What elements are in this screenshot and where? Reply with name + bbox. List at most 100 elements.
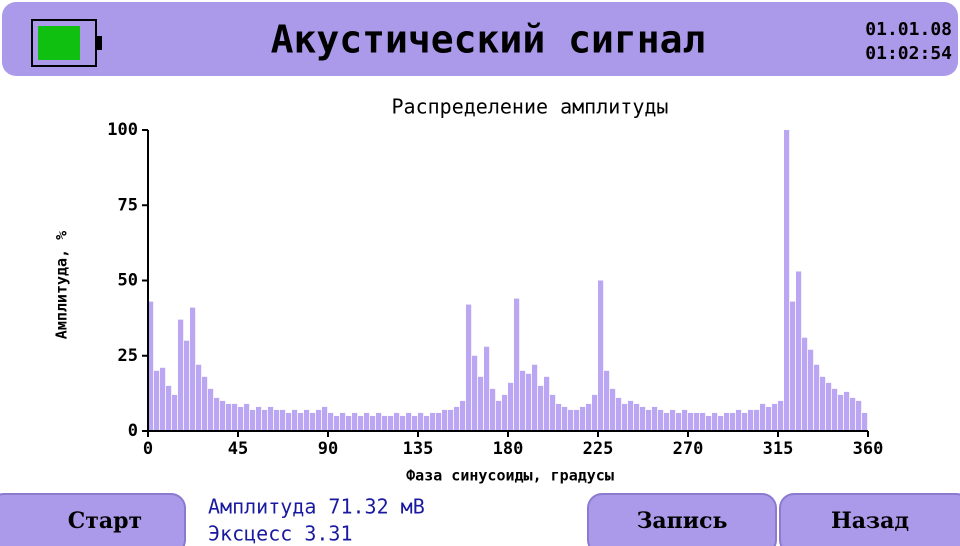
header-title: Акустический сигнал: [271, 18, 706, 62]
battery-tip: [96, 36, 102, 50]
bar: [712, 412, 718, 431]
bar: [682, 409, 688, 431]
y-tick-label: 0: [128, 421, 138, 441]
y-axis-label: Амплитуда, %: [53, 231, 71, 339]
bar: [748, 409, 754, 431]
bar: [586, 403, 592, 431]
y-tick-label: 75: [118, 195, 138, 215]
bar: [754, 409, 760, 431]
x-tick-label: 315: [763, 439, 794, 459]
bar: [820, 376, 826, 431]
bar: [268, 406, 274, 431]
bar: [364, 412, 370, 431]
bar: [430, 412, 436, 431]
bar: [226, 403, 232, 431]
excess-text: Эксцесс 3.31: [208, 522, 353, 546]
x-tick-label: 0: [143, 439, 153, 459]
bar: [730, 412, 736, 431]
bar: [856, 400, 862, 431]
bar: [172, 394, 178, 431]
bar: [610, 388, 616, 431]
record-button-label[interactable]: Запись: [637, 508, 728, 534]
bar: [178, 319, 184, 431]
header-bar: [2, 2, 958, 76]
bar: [724, 412, 730, 431]
bar: [322, 406, 328, 431]
x-tick-label: 225: [583, 439, 614, 459]
bar: [556, 403, 562, 431]
back-button[interactable]: [779, 493, 960, 546]
bar: [298, 412, 304, 431]
bar: [568, 409, 574, 431]
bar: [388, 415, 394, 431]
bar: [400, 415, 406, 431]
record-button[interactable]: [587, 493, 777, 546]
bar: [442, 409, 448, 431]
bar: [490, 388, 496, 431]
bar: [166, 385, 172, 431]
bar: [280, 409, 286, 431]
plot: 0 25 50 75 100 0 45 90 135 180 225 270 315 360: [107, 120, 883, 459]
bar: [580, 406, 586, 431]
bar: [340, 412, 346, 431]
bar: [376, 412, 382, 431]
bar: [262, 409, 268, 431]
bar: [802, 337, 808, 431]
bar: [574, 409, 580, 431]
bar: [256, 406, 262, 431]
bar: [664, 412, 670, 431]
bar: [484, 346, 490, 431]
start-button-label[interactable]: Старт: [68, 508, 142, 534]
bar: [424, 415, 430, 431]
bar: [232, 403, 238, 431]
bar: [304, 409, 310, 431]
bar: [790, 301, 796, 431]
bar: [286, 412, 292, 431]
bar: [592, 394, 598, 431]
bar: [250, 409, 256, 431]
x-axis-label: Фаза синусоиды, градусы: [406, 467, 614, 485]
back-button-label[interactable]: Назад: [831, 508, 909, 534]
bar: [202, 376, 208, 431]
bar: [190, 307, 196, 431]
bar: [862, 412, 868, 431]
bar: [220, 400, 226, 431]
bar: [532, 364, 538, 431]
bar: [352, 412, 358, 431]
bar: [550, 394, 556, 431]
bar: [538, 385, 544, 431]
x-tick-label: 270: [673, 439, 704, 459]
bar: [496, 400, 502, 431]
bar: [544, 376, 550, 431]
header-date: 01.01.08: [865, 19, 952, 40]
bar: [814, 364, 820, 431]
bar: [688, 412, 694, 431]
bar: [718, 415, 724, 431]
bar: [370, 415, 376, 431]
bar: [472, 355, 478, 431]
bar: [838, 394, 844, 431]
bar: [628, 400, 634, 431]
bar: [520, 370, 526, 431]
bar: [706, 415, 712, 431]
bar: [772, 403, 778, 431]
bar: [334, 415, 340, 431]
bar: [844, 391, 850, 431]
bar: [616, 397, 622, 431]
bar: [784, 130, 790, 431]
bar: [658, 409, 664, 431]
bar: [292, 409, 298, 431]
y-tick-label: 25: [118, 346, 138, 366]
bar: [652, 406, 658, 431]
bar: [316, 409, 322, 431]
bar: [274, 409, 280, 431]
bar: [640, 406, 646, 431]
bar: [196, 364, 202, 431]
start-button[interactable]: [0, 493, 186, 546]
bar: [436, 412, 442, 431]
bar: [238, 406, 244, 431]
x-tick-label: 180: [493, 439, 524, 459]
bar: [406, 412, 412, 431]
